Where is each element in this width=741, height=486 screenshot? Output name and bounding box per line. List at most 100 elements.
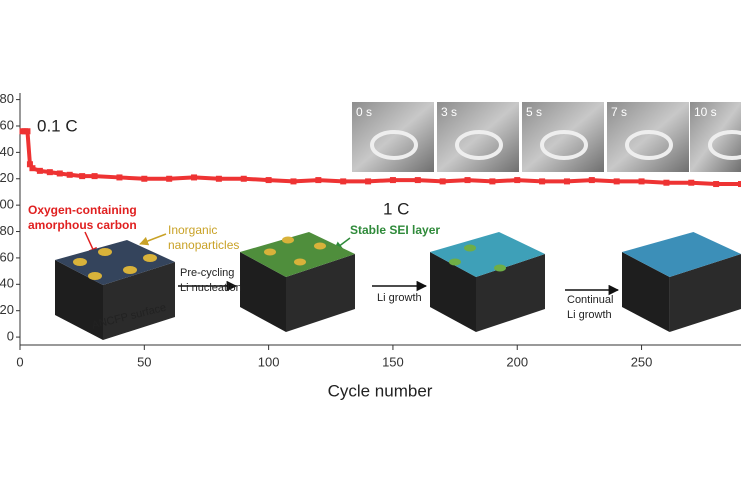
x-tick-label: 150 [382,354,404,369]
cube-top [55,240,175,285]
nanoparticle [294,258,306,266]
data-point [24,128,31,135]
data-point [265,177,272,184]
photo-label: 3 s [441,105,457,119]
annotation: Li growth [567,309,612,321]
y-tick-label: 20 [0,302,14,317]
data-point [29,165,36,172]
coin-cell [455,130,503,160]
x-tick-label: 50 [137,354,151,369]
annotation: nanoparticles [168,238,239,252]
data-point [46,169,53,176]
y-tick-label: 60 [0,249,14,264]
data-point [315,177,322,184]
y-tick-label: 40 [0,276,14,291]
x-tick-label: 200 [506,354,528,369]
nanoparticle [282,236,294,244]
coin-cell [708,130,741,160]
cube-side [669,254,741,332]
photo-label: 10 s [694,105,717,119]
data-point [414,177,421,184]
data-point [36,167,43,174]
y-tick-label: 160 [0,117,14,132]
data-point [365,178,372,185]
data-point [638,178,645,185]
data-point [663,179,670,186]
photo-label: 5 s [526,105,542,119]
x-tick-label: 250 [631,354,653,369]
data-point [713,181,720,188]
data-point [340,178,347,185]
photo-frame [437,102,519,172]
nanoparticle [464,244,476,252]
annotation: Continual [567,294,613,306]
annotation: Oxygen-containing [28,203,137,217]
annotation: 1 C [383,199,409,218]
annotation: Li nucleation [180,282,242,294]
data-point [688,179,695,186]
cube-side [622,252,670,332]
data-point [389,177,396,184]
data-point [240,175,247,182]
nanoparticle [494,264,506,272]
x-tick-label: 100 [258,354,280,369]
annotation: Stable SEI layer [350,223,440,237]
data-point [439,178,446,185]
x-axis-label: Cycle number [328,381,433,400]
cube-side [103,262,175,340]
cube-side [55,260,103,340]
coin-cell [540,130,588,160]
x-tick-label: 0 [16,354,23,369]
cube-side [476,254,545,332]
annotation: amorphous carbon [28,218,137,232]
nanoparticle [143,254,157,262]
cube-side [286,254,355,332]
cube-top [430,232,545,277]
photo-frame [607,102,689,172]
photo-frame [522,102,604,172]
y-tick-label: 0 [7,329,14,344]
data-point [738,181,741,188]
y-tick-label: 180 [0,91,14,106]
data-point [613,178,620,185]
nanoparticle [264,248,276,256]
cube-top [622,232,741,277]
y-tick-label: 100 [0,197,14,212]
photo-frame [352,102,434,172]
data-point [588,177,595,184]
nanoparticle [314,242,326,250]
nanoparticle [98,248,112,256]
y-tick-label: 140 [0,144,14,159]
data-point [215,175,222,182]
cube-side [430,252,476,332]
data-point [141,175,148,182]
cube-top [240,232,355,277]
annotation: Pre-cycling [180,267,234,279]
data-point [79,173,86,180]
pointer [139,233,167,246]
data-point [464,177,471,184]
data-point [116,174,123,181]
photo-label: 0 s [356,105,372,119]
coin-cell [625,130,673,160]
y-tick-label: 120 [0,170,14,185]
annotation: 0.1 C [37,116,78,135]
y-tick-label: 80 [0,223,14,238]
data-point [166,175,173,182]
annotation: Li growth [377,292,422,304]
nanoparticle [73,258,87,266]
nanoparticle [449,258,461,266]
nanoparticle [88,272,102,280]
data-point [514,177,521,184]
data-point [191,174,198,181]
cube-side [240,252,286,332]
annotation: Inorganic [168,223,217,237]
data-point [563,178,570,185]
data-point [66,171,73,178]
data-point [290,178,297,185]
data-point [489,178,496,185]
data-point [539,178,546,185]
data-point [56,170,63,177]
